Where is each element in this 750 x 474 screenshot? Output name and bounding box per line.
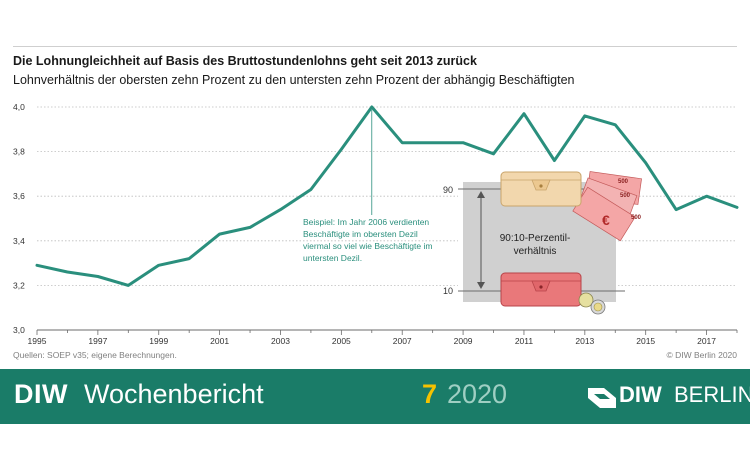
data-point xyxy=(644,161,647,164)
banknotes-icon: 500 500 500 € xyxy=(572,171,642,242)
svg-text:500: 500 xyxy=(618,179,629,185)
arrow-down-icon xyxy=(477,282,485,289)
chart-title: Die Lohnungleichheit auf Basis des Brutt… xyxy=(13,54,477,68)
data-point xyxy=(96,275,100,278)
x-tick-label: 2005 xyxy=(332,336,351,346)
data-point xyxy=(218,232,221,236)
data-point xyxy=(583,114,587,118)
diw-logo-mark-icon xyxy=(588,388,616,408)
data-point xyxy=(553,159,556,162)
y-tick-label: 3,0 xyxy=(13,325,25,335)
x-tick-label: 2003 xyxy=(271,336,290,346)
data-point xyxy=(66,270,69,274)
coins-icon xyxy=(578,292,606,315)
x-tick-label: 1999 xyxy=(149,336,168,346)
x-tick-label: 2015 xyxy=(636,336,655,346)
annotation-2006: Beispiel: Im Jahr 2006 verdienten Beschä… xyxy=(303,110,432,263)
data-point xyxy=(309,188,313,191)
wallet-bottom-icon xyxy=(500,272,582,307)
data-point xyxy=(35,264,39,267)
x-tick-label: 2013 xyxy=(575,336,594,346)
data-point xyxy=(370,105,373,109)
footer-year: 2020 xyxy=(447,379,508,409)
diw-berlin-logo[interactable]: DIW BERLIN xyxy=(588,382,750,410)
footer-banner: DIW Wochenbericht 7 2020 DIW BERLIN xyxy=(0,369,750,424)
data-point xyxy=(401,141,404,144)
x-tick-label: 2007 xyxy=(393,336,412,346)
annotation-text-line3: viermal so viel wie Beschäftigte im xyxy=(303,241,432,251)
y-axis-ticks: 3,0 3,2 3,4 3,6 3,8 4,0 xyxy=(13,102,25,335)
data-point xyxy=(248,226,252,229)
data-point xyxy=(431,141,434,144)
series-line-ratio xyxy=(35,105,739,287)
data-point xyxy=(279,208,282,211)
data-point xyxy=(705,195,708,198)
y-tick-label: 3,8 xyxy=(13,147,25,157)
footer-title: Wochenbericht xyxy=(84,379,264,409)
annotation-text-line2: Beschäftigte im obersten Dezil xyxy=(303,229,418,239)
x-tick-label: 2017 xyxy=(697,336,716,346)
data-point xyxy=(340,148,343,151)
grid-lines xyxy=(37,106,737,286)
x-tick-label: 2001 xyxy=(210,336,229,346)
data-point xyxy=(461,141,465,144)
data-point xyxy=(492,152,495,156)
y-tick-label: 4,0 xyxy=(13,102,25,112)
inset-ratio-label-line2: verhältnis xyxy=(514,246,557,257)
annotation-text-line4: untersten Dezil. xyxy=(303,253,362,263)
footer-brand: DIW xyxy=(14,379,68,409)
inset-label-10: 10 xyxy=(443,286,453,296)
data-point xyxy=(522,112,526,115)
data-point xyxy=(127,284,130,287)
data-points xyxy=(35,105,739,287)
sources-note: Quellen: SOEP v35; eigene Berechnungen. xyxy=(13,350,177,360)
data-point xyxy=(614,123,617,127)
x-tick-label: 2011 xyxy=(515,336,534,346)
x-tick-label: 1997 xyxy=(88,336,107,346)
data-point xyxy=(187,257,191,260)
wallet-top-icon xyxy=(500,171,582,207)
x-tick-label: 2009 xyxy=(454,336,473,346)
arrow-up-icon xyxy=(477,191,485,198)
footer-issue-number: 7 xyxy=(422,379,438,409)
logo-diw-text: DIW xyxy=(619,382,662,407)
y-tick-label: 3,4 xyxy=(13,236,25,246)
data-point xyxy=(157,264,160,267)
svg-text:500: 500 xyxy=(631,215,642,221)
logo-berlin-text: BERLIN xyxy=(674,382,750,407)
copyright-note: © DIW Berlin 2020 xyxy=(666,350,737,360)
chart-subtitle: Lohnverhältnis der obersten zehn Prozent… xyxy=(13,73,575,87)
top-rule xyxy=(13,46,737,47)
svg-text:500: 500 xyxy=(620,193,631,199)
inset-label-90: 90 xyxy=(443,185,453,195)
y-tick-label: 3,6 xyxy=(13,191,25,201)
data-point xyxy=(735,206,739,209)
wage-ratio-inset: 90 10 90:10-Perzentil- verhältnis 500 50… xyxy=(443,171,642,315)
data-point xyxy=(674,208,678,211)
x-tick-label: 1995 xyxy=(28,336,47,346)
x-axis-ticks: 1995 1997 1999 2001 2003 2005 2007 2009 2011 2013… xyxy=(28,330,738,346)
svg-text:€: € xyxy=(602,212,610,228)
annotation-text-line1: Beispiel: Im Jahr 2006 verdienten xyxy=(303,217,429,227)
inset-ratio-label-line1: 90:10-Perzentil- xyxy=(500,233,571,244)
y-tick-label: 3,2 xyxy=(13,280,25,290)
